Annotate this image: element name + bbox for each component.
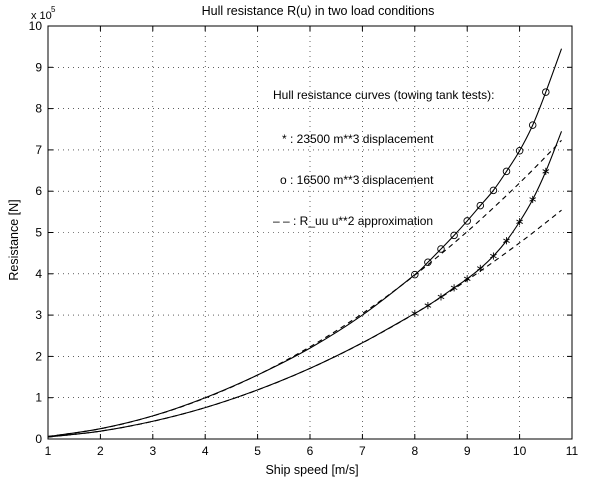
y-tick-label: 1	[35, 391, 42, 405]
x-tick-label: 8	[411, 444, 418, 458]
circle-marker	[437, 245, 445, 253]
x-tick-label: 7	[359, 444, 366, 458]
y-axis-label: Resistance [N]	[7, 199, 21, 280]
circle-marker	[489, 186, 498, 195]
x-tick-label: 3	[149, 444, 156, 458]
x-tick-label: 1	[45, 444, 52, 458]
y-tick-label: 6	[35, 184, 42, 198]
star-marker	[503, 237, 510, 245]
x-tick-label: 10	[513, 444, 527, 458]
circle-marker	[424, 258, 432, 266]
annotation-dashed: – – : R_uu u**2 approximation	[273, 214, 433, 228]
x-tick-label: 6	[307, 444, 314, 458]
y-tick-label: 0	[35, 432, 42, 446]
dashed-approximation-line-3	[47, 209, 562, 438]
star-marker	[542, 167, 550, 175]
dashed-approximation-line-2	[47, 139, 562, 437]
star-marker	[450, 284, 458, 292]
circle-marker	[450, 231, 458, 240]
circle-marker	[515, 146, 524, 155]
annotation-circle: o : 16500 m**3 displacement	[280, 173, 434, 187]
x-tick-label: 5	[254, 444, 261, 458]
annotation-star: * : 23500 m**3 displacement	[282, 132, 434, 146]
circle-marker	[542, 88, 550, 96]
circle-marker	[411, 270, 419, 279]
star-marker	[437, 293, 445, 301]
x-tick-label: 2	[97, 444, 104, 458]
x-tick-label: 4	[202, 444, 209, 458]
y-tick-label: 4	[35, 267, 42, 281]
circle-marker	[463, 217, 471, 225]
circle-marker	[502, 167, 511, 176]
y-tick-label: 8	[35, 102, 42, 116]
star-marker	[490, 252, 497, 260]
y-tick-label: 7	[35, 143, 42, 157]
annotation-heading: Hull resistance curves (towing tank test…	[273, 88, 494, 102]
x-tick-label: 11	[566, 444, 579, 458]
circle-marker	[528, 121, 537, 129]
y-tick-label: 2	[35, 349, 42, 363]
chart-title: Hull resistance R(u) in two load conditi…	[202, 4, 435, 18]
star-marker	[516, 218, 523, 226]
x-tick-label: 9	[464, 444, 471, 458]
y-tick-label: 9	[35, 60, 42, 74]
series-markers	[411, 88, 550, 318]
y-exponent-power: 5	[51, 5, 56, 14]
y-tick-label: 10	[29, 19, 43, 33]
x-axis-label: Ship speed [m/s]	[265, 463, 358, 477]
star-marker	[424, 302, 432, 310]
y-tick-label: 5	[35, 226, 42, 240]
star-marker	[463, 275, 471, 283]
star-marker	[529, 195, 537, 204]
y-exponent-base: x 10	[31, 10, 52, 22]
star-marker	[476, 264, 484, 273]
circle-marker	[476, 201, 485, 210]
y-tick-label: 3	[35, 308, 42, 322]
star-marker	[411, 309, 419, 318]
